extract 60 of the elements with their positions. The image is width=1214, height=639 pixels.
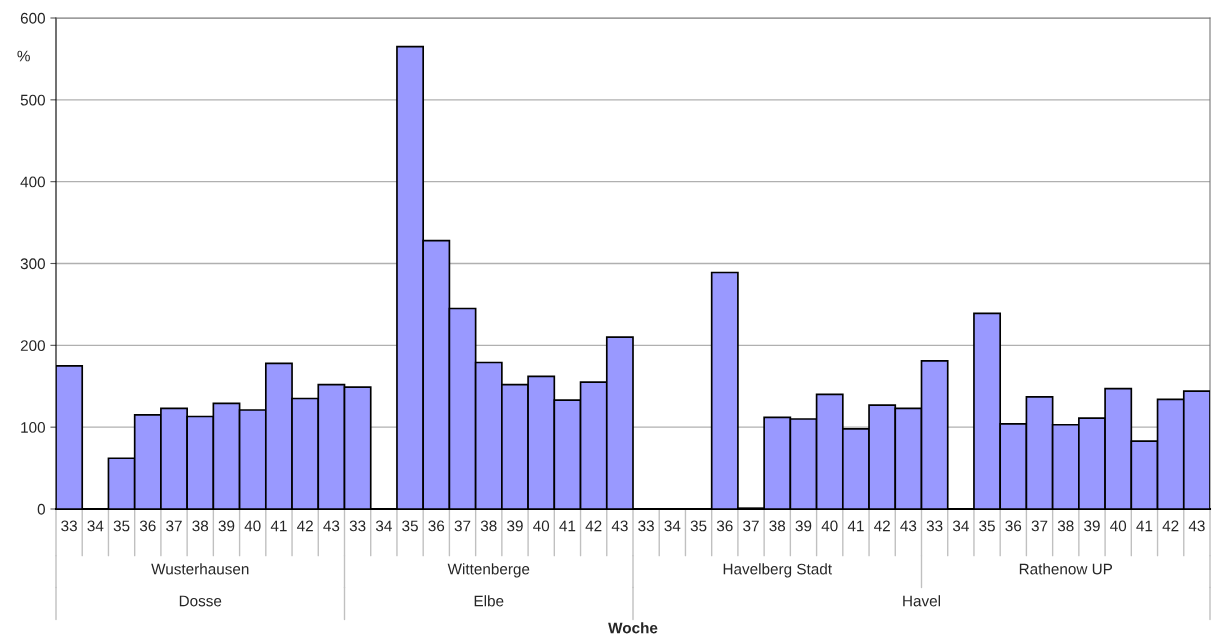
x-tick-label: 34 — [87, 520, 104, 532]
text: Elbe — [474, 595, 504, 607]
x-tick-label: 40 — [821, 520, 838, 532]
x-tick-label: 43 — [1188, 520, 1205, 532]
x-tick-label: 37 — [743, 520, 759, 532]
text: Rathenow UP — [1019, 563, 1113, 575]
x-tick-label: 43 — [900, 520, 917, 532]
x-tick-label: 36 — [428, 520, 445, 532]
x-tick-label: 39 — [795, 520, 812, 532]
x-tick-label: 35 — [690, 520, 707, 532]
y-tick-label: 600 — [20, 12, 45, 24]
x-tick-label: 37 — [1031, 520, 1048, 532]
x-tick-label: 41 — [559, 520, 576, 532]
x-tick-label: 42 — [585, 520, 602, 532]
text: Havelberg Stadt — [723, 563, 832, 578]
x-tick-label: 36 — [1005, 520, 1022, 532]
y-tick-label: 200 — [20, 340, 45, 352]
text: Wittenberge — [447, 563, 530, 578]
x-tick-label: 43 — [611, 520, 628, 532]
x-tick-label: 38 — [1057, 520, 1074, 532]
x-tick-label: 35 — [113, 520, 130, 532]
x-tick-label: 42 — [297, 520, 313, 532]
x-tick-label: 40 — [1110, 520, 1127, 532]
y-tick-label: 400 — [20, 176, 45, 188]
x-tick-label: 35 — [402, 520, 418, 532]
x-tick-label: 42 — [1162, 520, 1179, 532]
x-tick-label: 39 — [507, 520, 523, 532]
y-tick-label: 300 — [20, 258, 45, 270]
x-tick-label: 33 — [61, 520, 77, 532]
x-tick-label: 39 — [1084, 520, 1100, 532]
x-tick-label: 40 — [533, 520, 550, 532]
y-tick-label: 100 — [21, 422, 45, 433]
x-tick-label: 33 — [349, 520, 366, 532]
y-tick-label: 500 — [20, 94, 45, 106]
x-tick-label: 34 — [664, 520, 681, 532]
x-tick-label: 40 — [244, 520, 261, 532]
text: Wusterhausen — [151, 563, 249, 575]
x-tick-label: 43 — [323, 520, 340, 532]
x-tick-label: 36 — [139, 520, 156, 532]
x-tick-label: 37 — [454, 520, 471, 532]
x-tick-label: 39 — [218, 520, 235, 532]
y-tick-label: 0 — [37, 503, 45, 515]
x-tick-label: 33 — [926, 520, 943, 532]
text: Woche — [608, 622, 658, 634]
text: Havel — [903, 595, 941, 607]
x-tick-label: 41 — [847, 520, 864, 532]
x-tick-label: 37 — [166, 520, 182, 532]
x-tick-label: 38 — [480, 520, 497, 532]
y-axis-title: % — [17, 50, 30, 62]
text: Dosse — [179, 595, 222, 607]
x-tick-label: 35 — [979, 520, 995, 532]
x-tick-label: 38 — [769, 520, 786, 532]
x-tick-label: 41 — [270, 520, 287, 532]
x-tick-label: 38 — [192, 520, 209, 532]
x-tick-label: 41 — [1136, 520, 1153, 532]
x-tick-label: 34 — [952, 520, 969, 532]
x-tick-label: 33 — [638, 520, 654, 532]
x-tick-label: 42 — [874, 520, 890, 532]
x-tick-label: 36 — [716, 520, 733, 532]
x-tick-label: 34 — [375, 520, 392, 532]
